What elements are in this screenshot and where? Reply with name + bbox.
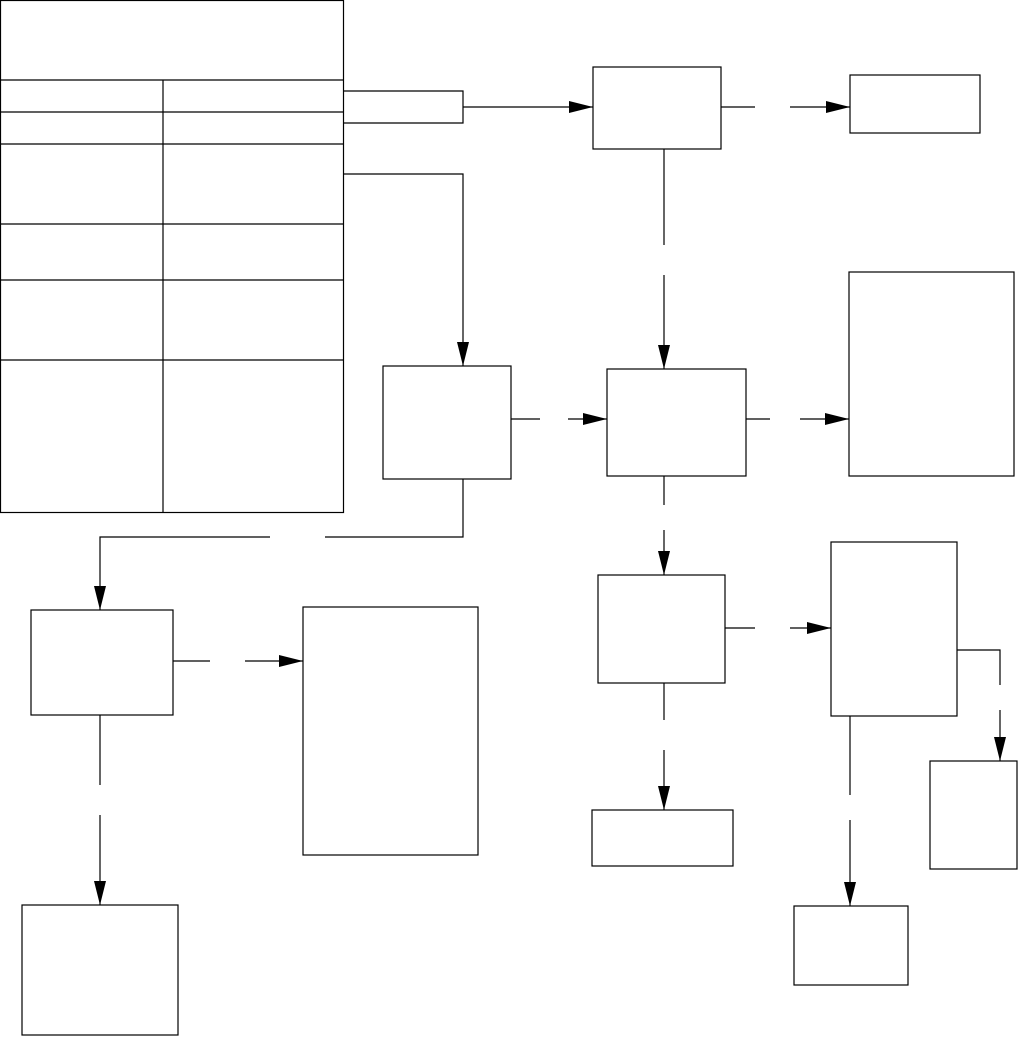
box [597, 574, 726, 684]
box [21, 904, 179, 1036]
box [848, 271, 1015, 477]
arrow-segment [957, 649, 1001, 685]
box [592, 66, 722, 150]
arrow-segment [325, 479, 464, 538]
box [793, 905, 909, 986]
box [302, 606, 479, 856]
arrow [343, 173, 469, 366]
box [606, 368, 747, 477]
table [0, 0, 345, 514]
box [30, 609, 174, 716]
box [830, 541, 958, 717]
arrow [94, 536, 270, 610]
table-frame [0, 0, 345, 514]
box [591, 809, 734, 867]
connector-box [343, 90, 464, 124]
box [929, 760, 1018, 870]
box [849, 74, 981, 134]
box [382, 365, 512, 480]
